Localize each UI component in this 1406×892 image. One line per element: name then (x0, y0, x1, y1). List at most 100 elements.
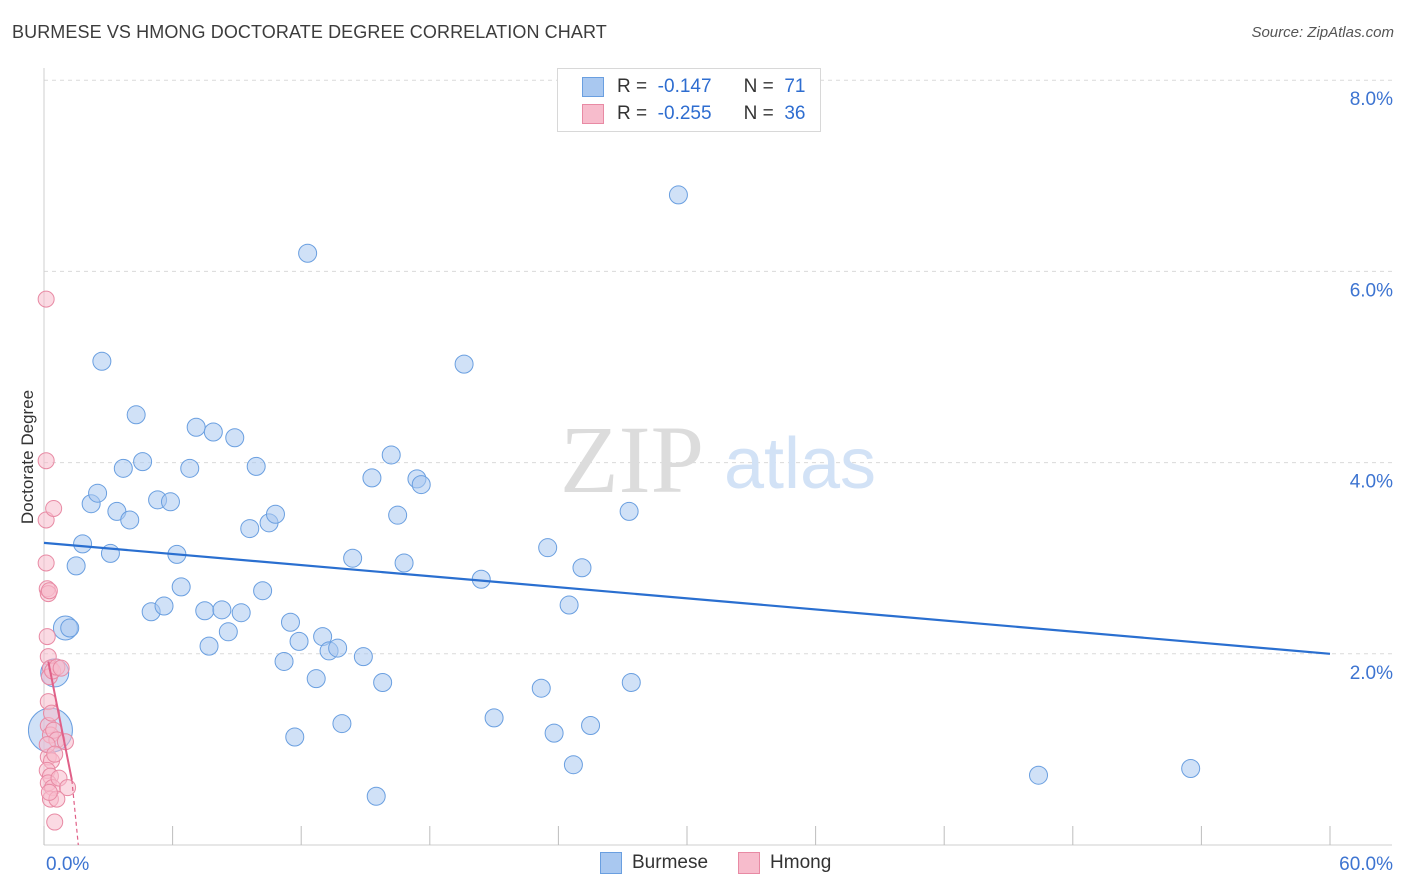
y-tick-label: 2.0% (1350, 663, 1393, 684)
x-tick-label-max: 60.0% (1339, 854, 1393, 875)
legend-n-label: N = (743, 76, 774, 97)
burmese-point (1029, 765, 1049, 785)
burmese-point (411, 475, 431, 495)
tick-labels: 2.0% 4.0% 6.0% 8.0% 0.0% 60.0% (46, 89, 1393, 875)
burmese-point (353, 647, 373, 667)
burmese-point (212, 600, 232, 620)
legend-label-hmong: Hmong (770, 852, 832, 873)
y-tick-label: 4.0% (1350, 472, 1393, 493)
burmese-point (563, 755, 583, 775)
y-tick-label: 6.0% (1350, 280, 1393, 301)
burmese-point (381, 445, 401, 465)
burmese-point (285, 727, 305, 747)
burmese-point (280, 612, 300, 632)
legend-label-burmese: Burmese (632, 852, 709, 873)
burmese-point (572, 558, 592, 578)
burmese-point (253, 581, 273, 601)
burmese-point (559, 595, 579, 615)
source-label: Source: ZipAtlas.com (1251, 24, 1394, 41)
hmong-point (37, 452, 55, 470)
burmese-point (171, 577, 191, 597)
axes (43, 68, 1392, 846)
correlation-legend: R = -0.147 N = 71 R = -0.255 N = 36 (557, 68, 821, 132)
burmese-point (332, 714, 352, 734)
burmese-point (394, 553, 414, 573)
legend-r-label: R = (617, 76, 648, 97)
legend-n-value: 71 (784, 76, 806, 97)
legend-r-value: -0.255 (657, 103, 712, 124)
burmese-point (120, 510, 140, 530)
burmese-point (225, 428, 245, 448)
burmese-point (343, 548, 363, 568)
trend-lines (43, 541, 1331, 846)
hmong-point (37, 554, 55, 572)
burmese-point (160, 492, 180, 512)
burmese-point (240, 519, 260, 539)
hmong-point (45, 499, 63, 517)
series-legend: Burmese Hmong (600, 852, 861, 874)
hmong-trend-line (47, 661, 73, 781)
burmese-point (133, 452, 153, 472)
burmese-point (195, 601, 215, 621)
burmese-point (246, 456, 266, 476)
hmong-point (46, 745, 64, 763)
hmong-point (40, 582, 58, 600)
burmese-point (484, 708, 504, 728)
burmese-point (180, 458, 200, 478)
burmese-point (388, 505, 408, 525)
legend-swatch-burmese (600, 852, 622, 874)
burmese-point (203, 422, 223, 442)
burmese-point (668, 185, 688, 205)
burmese-point (289, 631, 309, 651)
watermark-atlas: atlas (724, 424, 876, 504)
y-axis-label: Doctorate Degree (18, 390, 37, 524)
burmese-point (619, 501, 639, 521)
burmese-point (306, 669, 326, 689)
burmese-point (265, 504, 285, 524)
y-tick-label: 8.0% (1350, 89, 1393, 110)
burmese-point (274, 651, 294, 671)
burmese-point (362, 468, 382, 488)
burmese-point (66, 556, 86, 576)
burmese-trend-line (43, 541, 1331, 655)
hmong-point (59, 779, 77, 797)
burmese-point (1181, 759, 1201, 779)
legend-row-burmese: R = -0.147 N = 71 (582, 74, 805, 100)
gridlines (44, 79, 1392, 655)
hmong-point (52, 659, 70, 677)
chart-title: BURMESE VS HMONG DOCTORATE DEGREE CORREL… (12, 22, 607, 42)
burmese-point (544, 723, 564, 743)
burmese-point (126, 405, 146, 425)
watermark-zip: ZIP (560, 406, 704, 513)
burmese-point (231, 603, 251, 623)
legend-swatch-burmese (582, 77, 604, 97)
hmong-points (37, 290, 77, 831)
burmese-point (113, 458, 133, 478)
legend-item-burmese[interactable]: Burmese (600, 852, 708, 874)
legend-r-value: -0.147 (657, 76, 712, 97)
burmese-point (199, 636, 219, 656)
legend-swatch-hmong (582, 104, 604, 124)
legend-row-hmong: R = -0.255 N = 36 (582, 101, 805, 127)
legend-item-hmong[interactable]: Hmong (738, 852, 831, 874)
legend-n-value: 36 (784, 103, 806, 124)
burmese-point (154, 596, 174, 616)
burmese-point (92, 351, 112, 371)
burmese-point (531, 678, 551, 698)
burmese-point (186, 417, 206, 437)
burmese-point (88, 483, 108, 503)
burmese-point (73, 534, 93, 554)
burmese-point (454, 354, 474, 374)
burmese-point (366, 786, 386, 806)
hmong-point (38, 628, 56, 646)
legend-r-label: R = (617, 103, 648, 124)
burmese-point (581, 716, 601, 735)
hmong-trend-extension (71, 779, 79, 846)
burmese-point (60, 618, 80, 638)
hmong-point (40, 783, 58, 801)
burmese-point (373, 672, 393, 692)
legend-n-label: N = (743, 103, 774, 124)
burmese-point (538, 538, 558, 558)
burmese-point (218, 622, 238, 642)
